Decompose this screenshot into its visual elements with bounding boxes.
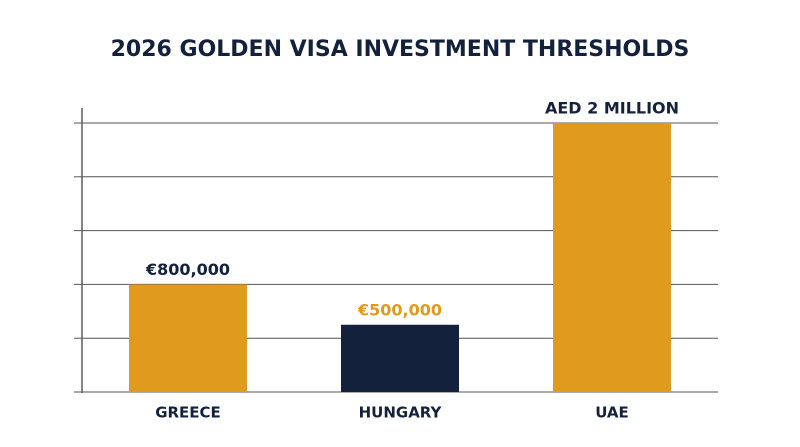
value-label: €800,000 bbox=[145, 260, 230, 279]
chart-title: 2026 GOLDEN VISA INVESTMENT THRESHOLDS bbox=[111, 37, 690, 62]
x-tick-label: HUNGARY bbox=[359, 404, 443, 422]
bar bbox=[341, 324, 459, 392]
bar bbox=[553, 123, 671, 392]
value-label: €500,000 bbox=[357, 300, 442, 319]
x-tick-label: UAE bbox=[595, 404, 629, 422]
value-label: AED 2 MILLION bbox=[545, 99, 679, 118]
x-tick-label: GREECE bbox=[155, 404, 221, 422]
bar bbox=[129, 284, 247, 392]
